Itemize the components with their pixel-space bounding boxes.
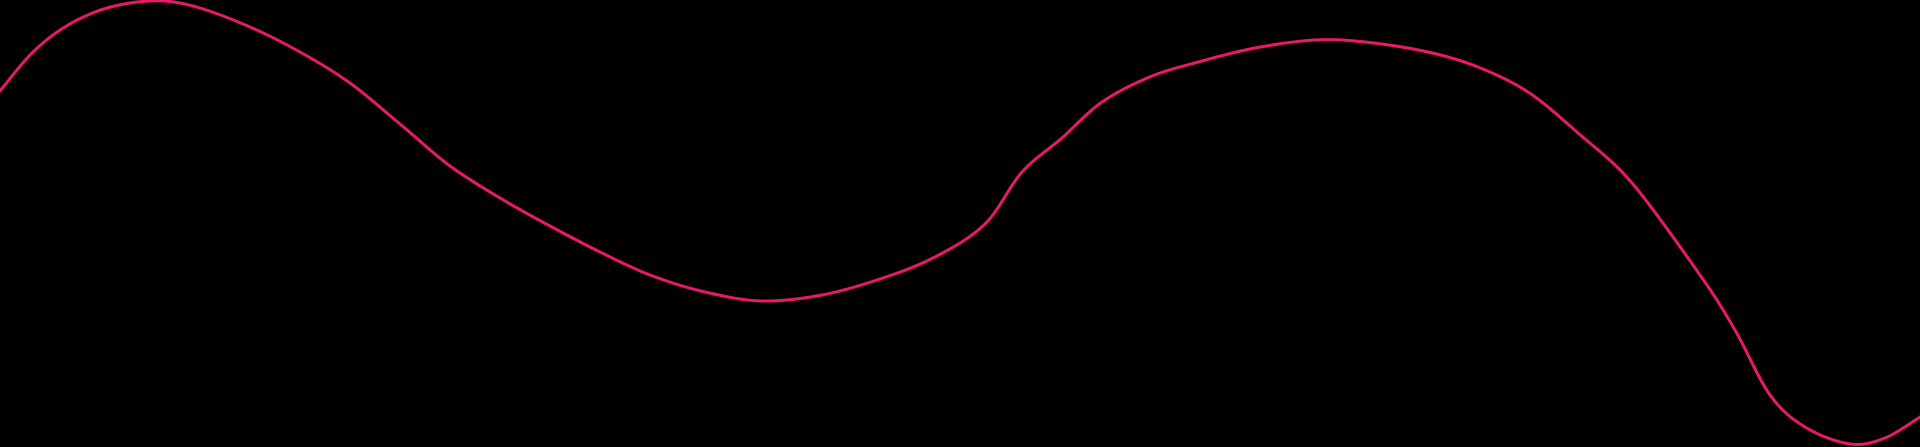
black-canvas [0, 0, 1920, 446]
wave-graphic [0, 0, 1920, 446]
wave-curve [0, 0, 1920, 446]
